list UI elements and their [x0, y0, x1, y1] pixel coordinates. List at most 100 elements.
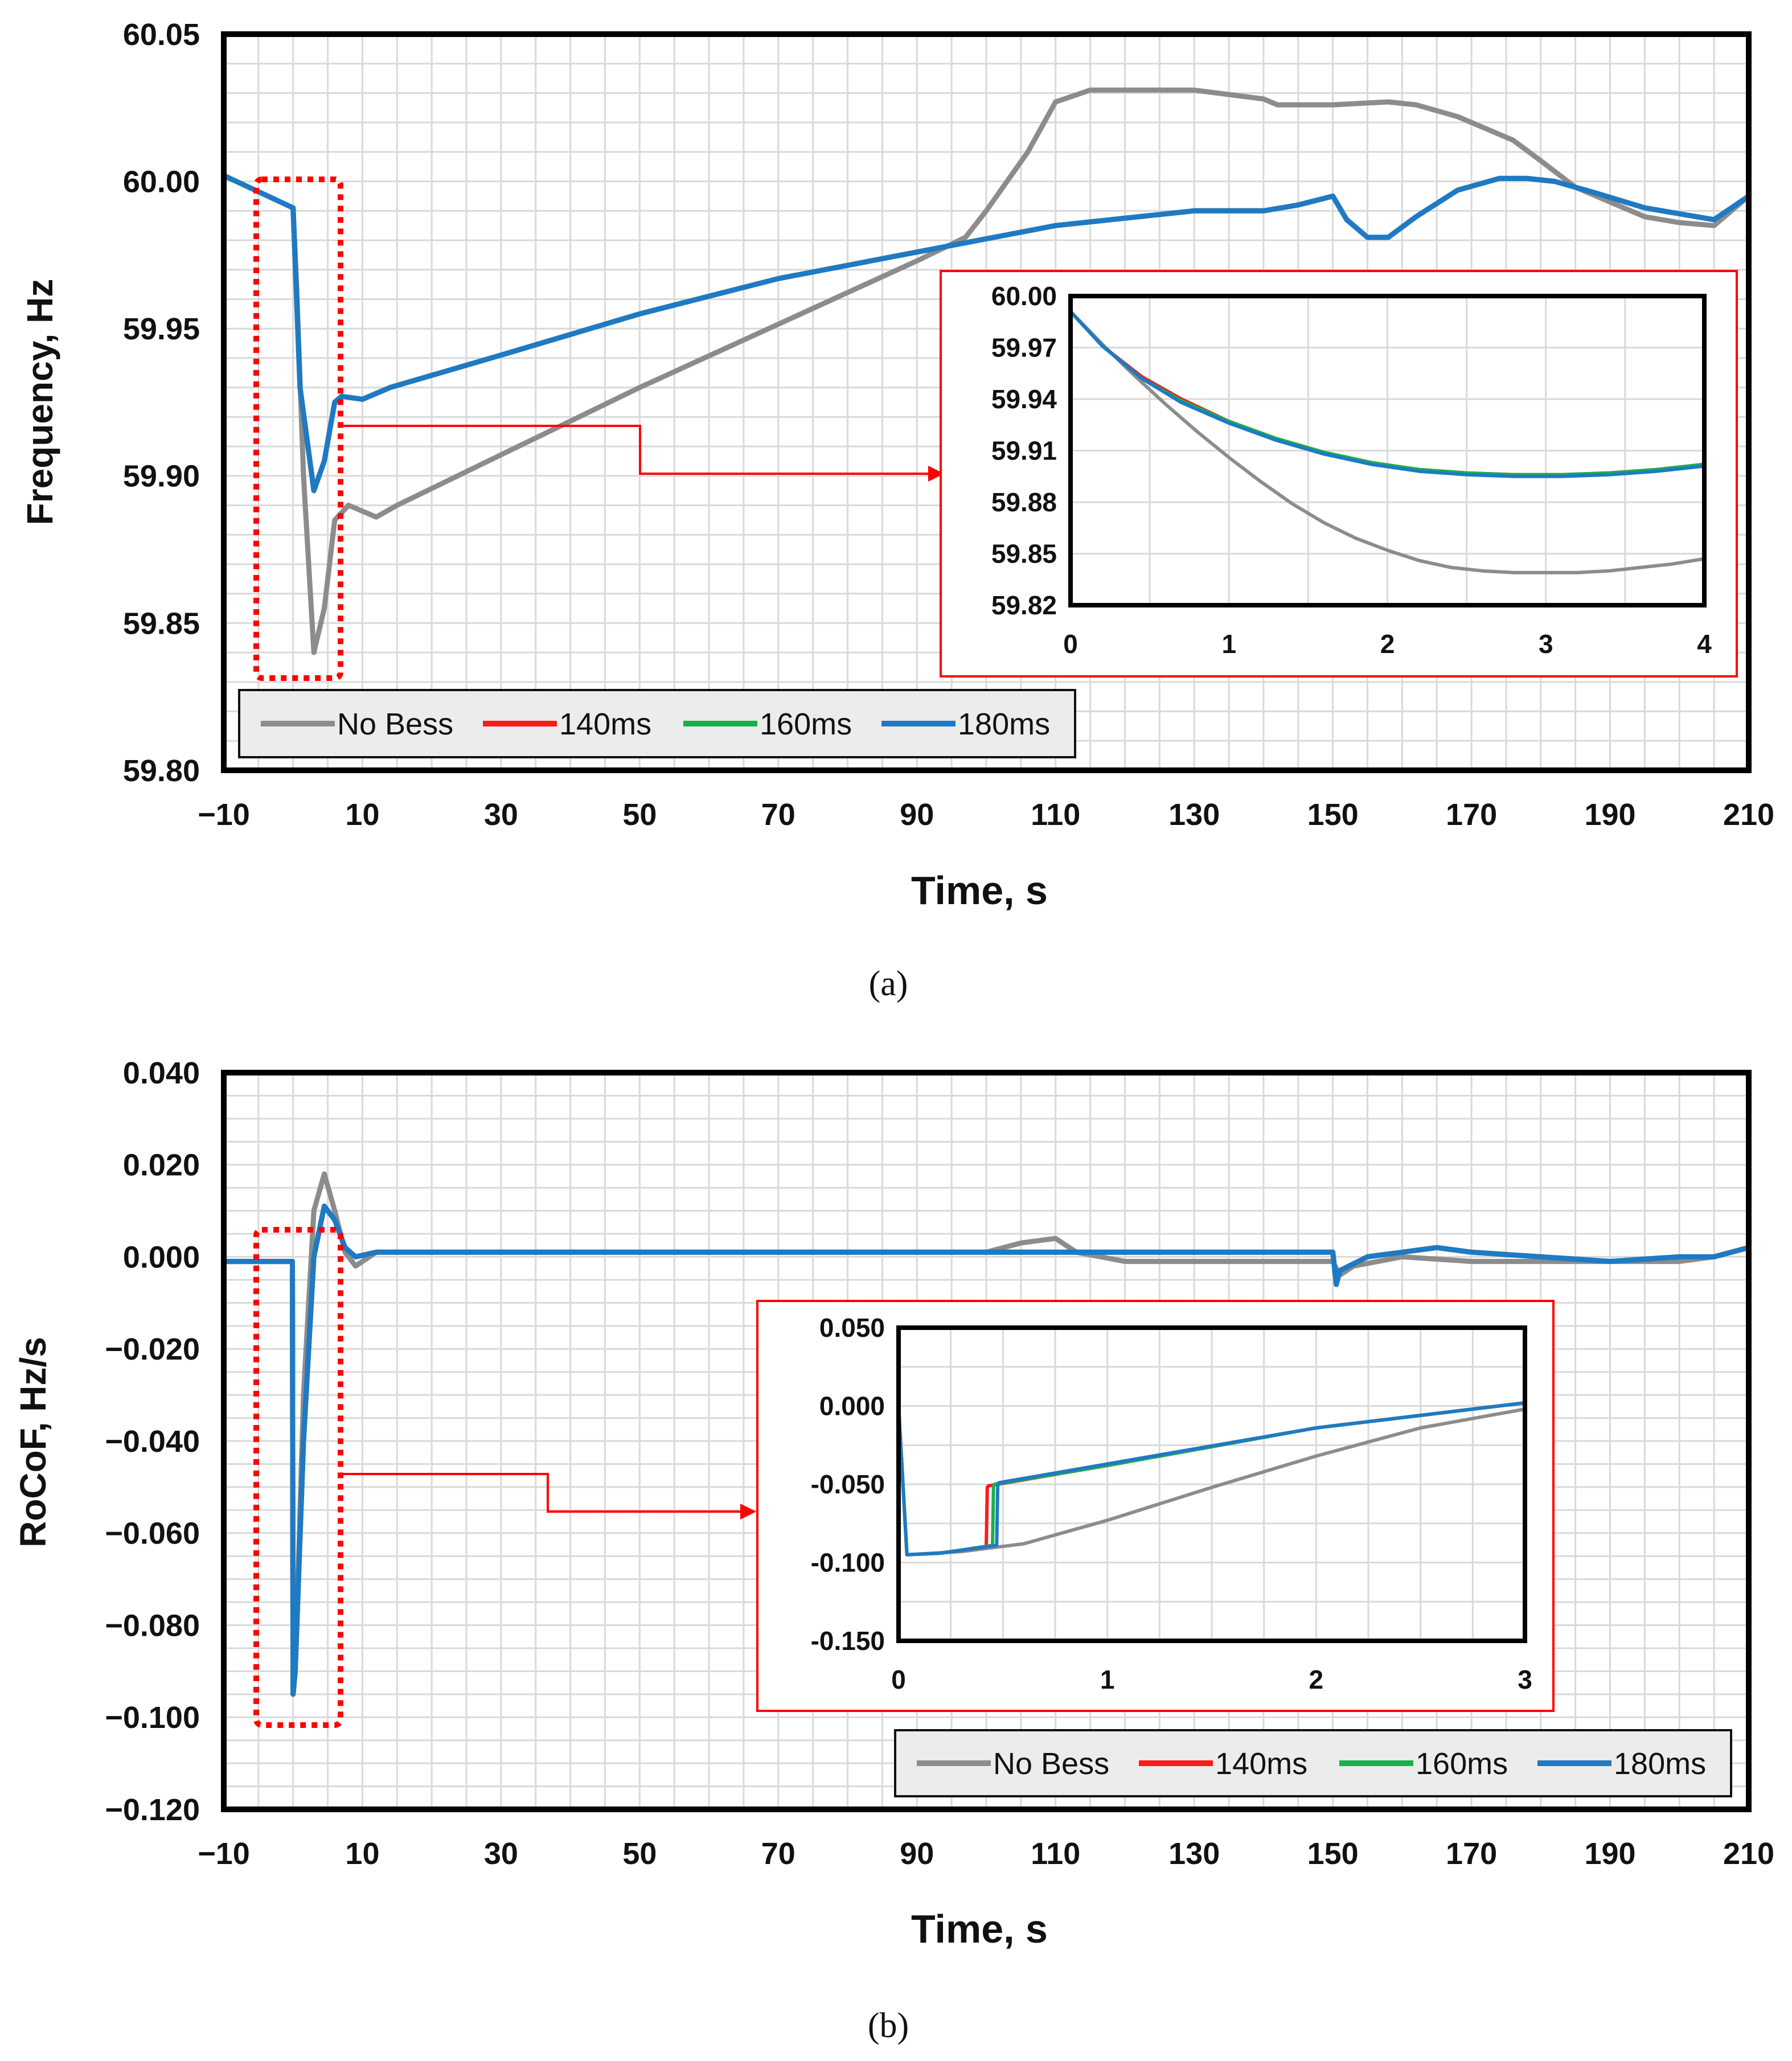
- x-tick-label: 4: [1697, 629, 1712, 659]
- legend-a-label-180ms: 180ms: [958, 707, 1050, 741]
- y-tick-label: −0.060: [105, 1517, 200, 1551]
- x-tick-label: 0: [1063, 629, 1078, 659]
- y-tick-label: 59.85: [991, 539, 1057, 569]
- panel-a-series: [221, 87, 1752, 655]
- y-tick-label: 59.85: [123, 606, 200, 641]
- panel-a-legend: No Bess 140ms 160ms 180ms: [238, 689, 1076, 758]
- x-tick-label: 110: [1031, 1837, 1080, 1871]
- legend-b-label-no-bess: No Bess: [993, 1747, 1109, 1781]
- y-tick-label: −0.080: [105, 1608, 200, 1643]
- x-tick-label: 190: [1584, 798, 1635, 832]
- panel-a-zoom-region-box: [253, 176, 343, 681]
- x-tick-label: 2: [1380, 629, 1395, 659]
- y-tick-label: 0.050: [819, 1313, 885, 1342]
- y-tick-label: 0.000: [819, 1391, 885, 1421]
- x-tick-label: 70: [761, 1837, 795, 1871]
- panel-b-zoom-connector-arrow: [341, 1473, 746, 1513]
- x-tick-label: 190: [1584, 1837, 1635, 1871]
- y-tick-label: −0.100: [105, 1701, 200, 1735]
- panel-a-zoom-connector-arrow: [341, 425, 934, 475]
- y-tick-label: 60.00: [123, 165, 200, 199]
- y-tick-label: 60.05: [123, 18, 200, 52]
- y-tick-label: 59.97: [991, 333, 1057, 363]
- y-tick-label: 59.91: [991, 436, 1057, 466]
- panel-b-ylabel: RoCoF, Hz/s: [13, 1337, 54, 1547]
- x-tick-label: 1: [1100, 1665, 1115, 1694]
- panel-a-tick-labels: −10 10 30 50 70 90 110 130 150 170 190 21059.8059.8…: [123, 18, 1774, 832]
- panel-a-inset: 0 1 2 3 4 59.82 59.85 59.88 59.91 59.94 59.97 60.00: [940, 270, 1738, 678]
- panel-a-xlabel: Time, s: [911, 868, 1048, 913]
- panel-b-caption: (b): [868, 2006, 909, 2045]
- x-tick-label: 3: [1539, 629, 1553, 659]
- series-line-180ms: [221, 1204, 1752, 1697]
- y-tick-label: 59.88: [991, 487, 1057, 517]
- x-tick-label: 1: [1221, 629, 1236, 659]
- x-tick-label: 210: [1723, 798, 1774, 832]
- x-tick-label: 50: [622, 1837, 657, 1871]
- panel-b-legend: No Bess 140ms 160ms 180ms: [894, 1729, 1732, 1797]
- panel-b-zoom-arrowhead: [740, 1504, 756, 1520]
- x-tick-label: 10: [345, 798, 379, 832]
- panel-a-caption: (a): [869, 964, 908, 1003]
- panel-b-series: [221, 1171, 1752, 1697]
- x-tick-label: 170: [1446, 1837, 1497, 1871]
- y-tick-label: 60.00: [991, 281, 1057, 311]
- x-tick-label: 110: [1031, 798, 1080, 832]
- panel-b-rocof-chart: −10 10 30 50 70 90 110 130 150 170 190 210−0.120−0.…: [13, 1056, 1774, 2045]
- legend-a-label-160ms: 160ms: [760, 707, 852, 741]
- y-tick-label: -0.050: [811, 1469, 885, 1499]
- y-tick-label: 59.80: [123, 754, 200, 788]
- series-line-no-bess: [221, 87, 1752, 655]
- x-tick-label: 130: [1168, 798, 1220, 832]
- x-tick-label: 150: [1307, 798, 1359, 832]
- x-tick-label: 90: [900, 798, 934, 832]
- x-tick-label: 10: [345, 1837, 379, 1871]
- x-tick-label: 2: [1309, 1665, 1324, 1694]
- x-tick-label: 170: [1446, 798, 1497, 832]
- panel-a-inset-series: [1069, 310, 1706, 574]
- panel-b-inset: 0 1 2 3 -0.150 -0.100 -0.050 0.000 0.050: [756, 1300, 1555, 1712]
- y-tick-label: 59.94: [991, 384, 1057, 414]
- panel-a-inset-plot-frame: [1068, 294, 1707, 607]
- y-tick-label: 59.95: [123, 312, 200, 346]
- x-tick-label: 3: [1518, 1665, 1532, 1694]
- panel-b-inset-plot-frame: [896, 1325, 1527, 1643]
- y-tick-label: 59.90: [123, 459, 200, 494]
- y-tick-label: 0.020: [123, 1148, 200, 1183]
- panel-a-frequency-chart: −10 10 30 50 70 90 110 130 150 170 190 21059.8059.8…: [19, 18, 1774, 1003]
- panel-a-plot-frame: [221, 31, 1752, 773]
- y-tick-label: -0.150: [811, 1626, 885, 1656]
- x-tick-label: 150: [1307, 1837, 1359, 1871]
- panel-b-plot-frame: [221, 1070, 1752, 1812]
- x-tick-label: 50: [622, 798, 657, 832]
- panel-a-ylabel: Frequency, Hz: [19, 279, 60, 525]
- panel-b-inset-series: [897, 1401, 1527, 1557]
- x-tick-label: 70: [761, 798, 795, 832]
- legend-b-label-140ms: 140ms: [1215, 1747, 1307, 1781]
- x-tick-label: 0: [891, 1665, 906, 1694]
- legend-b-label-180ms: 180ms: [1614, 1747, 1706, 1781]
- series-line-no-bess: [1069, 310, 1706, 574]
- panel-a-zoom-arrowhead: [928, 466, 944, 482]
- series-line-180ms: [1069, 310, 1706, 478]
- legend-a-label-140ms: 140ms: [559, 707, 651, 741]
- legend-b-label-160ms: 160ms: [1416, 1747, 1508, 1781]
- y-tick-label: 59.82: [991, 590, 1057, 620]
- y-tick-label: -0.100: [811, 1548, 885, 1578]
- y-tick-label: 0.000: [123, 1240, 200, 1274]
- x-tick-label: 130: [1168, 1837, 1220, 1871]
- x-tick-label: 90: [900, 1837, 934, 1871]
- y-tick-label: −0.120: [105, 1793, 200, 1827]
- x-tick-label: 210: [1723, 1837, 1774, 1871]
- panel-b-xlabel: Time, s: [911, 1907, 1048, 1951]
- series-line-180ms: [221, 173, 1752, 494]
- y-tick-label: 0.040: [123, 1056, 200, 1090]
- legend-a-label-no-bess: No Bess: [337, 707, 453, 741]
- panel-b-inset-tick-labels: 0 1 2 3 -0.150 -0.100 -0.050 0.000 0.050: [811, 1313, 1532, 1694]
- x-tick-label: −10: [198, 798, 250, 832]
- x-tick-label: 30: [484, 798, 518, 832]
- series-line-180ms: [897, 1401, 1527, 1557]
- x-tick-label: −10: [198, 1837, 250, 1871]
- x-tick-label: 30: [484, 1837, 518, 1871]
